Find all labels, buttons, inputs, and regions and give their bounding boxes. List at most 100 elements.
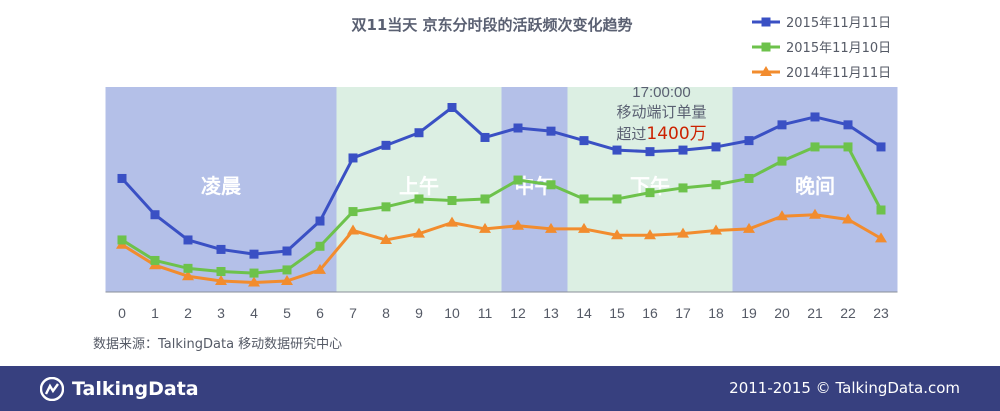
- series-0-point-19: [744, 136, 754, 146]
- legend: 2015年11月11日 2015年11月10日 2014年11月11日: [752, 16, 891, 81]
- series-0-point-10: [447, 103, 457, 112]
- series-2-point-18: [710, 224, 722, 235]
- series-0-point-8: [381, 140, 391, 150]
- x-tick-label-12: 12: [510, 305, 526, 321]
- footer-bar: TalkingData 2011-2015 © TalkingData.com: [0, 366, 1000, 411]
- series-lines: [116, 103, 887, 287]
- series-line-1: [121, 145, 883, 275]
- x-tick-labels: 0 1 2 3 4 5 6 7 8 9 10 11 12 13 14 15 16 17 18 19 20 21 22 23: [118, 305, 889, 321]
- annotation-value-highlight: 1400万: [646, 124, 706, 144]
- series-2-point-21: [809, 208, 821, 219]
- series-2-point-17: [677, 227, 689, 238]
- series-2-point-12: [512, 219, 524, 230]
- x-tick-label-16: 16: [642, 305, 658, 321]
- x-tick-label-23: 23: [873, 305, 889, 321]
- x-tick-label-2: 2: [184, 305, 192, 321]
- series-2-point-20: [776, 210, 788, 221]
- series-2-point-2: [182, 270, 194, 281]
- series-2-point-14: [578, 222, 590, 233]
- copyright-text: 2011-2015 © TalkingData.com: [729, 379, 960, 397]
- x-tick-label-14: 14: [576, 305, 592, 321]
- x-tick-label-3: 3: [217, 305, 225, 321]
- brand-logo: TalkingData: [40, 366, 199, 411]
- series-2-point-22: [842, 213, 854, 224]
- line-chart: 凌晨 上午 中午 下午 晚间 0 1 2 3 4 5 6 7 8 9 10 11 12 13 14 15 16 17 18 1…: [105, 16, 898, 321]
- series-1-point-2: [183, 263, 193, 273]
- series-0-point-5: [282, 246, 292, 256]
- series-2-point-9: [413, 227, 425, 238]
- series-1-point-1: [150, 255, 160, 265]
- series-1-point-19: [744, 173, 754, 183]
- x-tick-label-17: 17: [675, 305, 691, 321]
- series-0-point-20: [777, 120, 787, 130]
- period-band-2: [501, 87, 568, 292]
- series-0-point-14: [579, 136, 589, 146]
- series-1-point-4: [249, 268, 259, 278]
- series-1-point-22: [843, 142, 853, 152]
- series-2-point-15: [611, 229, 623, 240]
- series-2-point-11: [479, 222, 491, 233]
- series-1-point-21: [810, 142, 820, 152]
- x-tick-label-7: 7: [349, 305, 357, 321]
- series-0-point-2: [183, 235, 193, 245]
- series-1-point-6: [315, 241, 325, 251]
- x-tick-label-19: 19: [741, 305, 757, 321]
- series-0-point-11: [480, 132, 490, 142]
- legend-marker-1: [761, 42, 771, 52]
- x-tick-label-15: 15: [609, 305, 625, 321]
- series-0-point-12: [513, 123, 523, 133]
- period-label-1: 上午: [399, 174, 439, 198]
- period-labels: 凌晨 上午 中午 下午 晚间: [201, 174, 835, 198]
- series-1-point-3: [216, 267, 226, 276]
- period-band-1: [336, 87, 502, 292]
- series-1-point-15: [612, 194, 622, 204]
- x-tick-label-21: 21: [807, 305, 823, 321]
- x-tick-label-10: 10: [444, 305, 460, 321]
- legend-label-2: 2014年11月11日: [786, 66, 891, 81]
- series-2-point-7: [347, 224, 359, 235]
- x-tick-label-6: 6: [316, 305, 324, 321]
- series-2-point-23: [875, 232, 887, 243]
- legend-marker-0: [761, 17, 771, 27]
- series-1-point-0: [117, 235, 127, 245]
- series-1-point-5: [282, 265, 292, 275]
- series-1-point-12: [513, 175, 523, 185]
- x-tick-label-1: 1: [151, 305, 159, 321]
- series-1-point-9: [414, 194, 424, 204]
- series-1-point-14: [579, 194, 589, 204]
- series-1-point-23: [876, 205, 886, 215]
- series-1-point-7: [348, 207, 358, 217]
- series-0-point-7: [348, 153, 358, 163]
- series-0-point-23: [876, 142, 886, 152]
- brand-logo-text: TalkingData: [72, 377, 199, 400]
- series-2-point-6: [314, 263, 326, 274]
- x-tick-label-5: 5: [283, 305, 291, 321]
- series-0-point-16: [645, 147, 655, 157]
- x-tick-label-11: 11: [478, 305, 493, 321]
- series-0-point-3: [216, 244, 226, 254]
- series-2-point-13: [545, 222, 557, 233]
- annotation-value-prefix: 超过: [616, 125, 646, 143]
- series-line-0: [120, 106, 882, 256]
- annotation: 17:00:00 移动端订单量 超过1400万: [616, 84, 706, 144]
- x-tick-label-22: 22: [840, 305, 856, 321]
- series-0-point-18: [711, 142, 721, 152]
- legend-marker-2: [760, 66, 772, 76]
- legend-label-0: 2015年11月11日: [786, 16, 891, 31]
- series-0-point-6: [315, 216, 325, 226]
- series-1-point-13: [546, 180, 556, 190]
- series-2-point-5: [281, 274, 293, 285]
- annotation-value: 超过1400万: [616, 124, 706, 144]
- series-0-point-13: [546, 126, 556, 136]
- x-tick-label-18: 18: [708, 305, 724, 321]
- period-label-4: 晚间: [795, 174, 835, 198]
- x-tick-label-13: 13: [543, 305, 559, 321]
- x-tick-label-0: 0: [118, 305, 126, 321]
- legend-label-1: 2015年11月10日: [786, 41, 891, 56]
- series-0-point-17: [678, 145, 688, 155]
- series-0-point-9: [414, 128, 424, 138]
- series-0-point-1: [150, 210, 160, 220]
- series-1-point-11: [480, 194, 490, 204]
- x-tick-label-20: 20: [774, 305, 790, 321]
- series-1-point-16: [645, 188, 655, 198]
